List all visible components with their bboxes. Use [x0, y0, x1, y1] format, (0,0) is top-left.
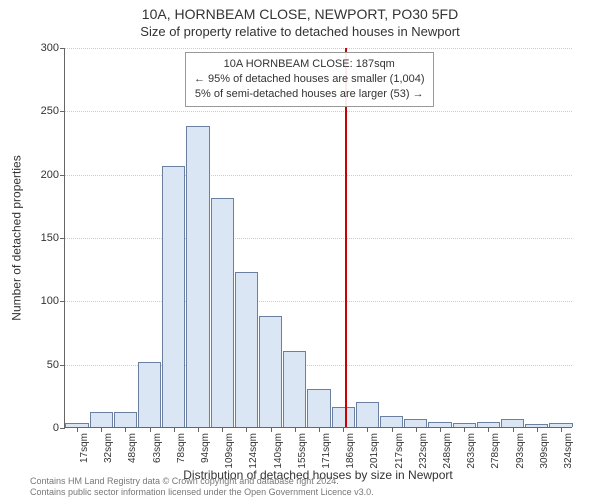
histogram-bar: [259, 316, 282, 427]
x-tick-label: 140sqm: [273, 433, 284, 469]
x-tick-label: 32sqm: [103, 433, 114, 463]
histogram-bar: [90, 412, 113, 427]
gridline: [65, 301, 572, 302]
chart-subtitle: Size of property relative to detached ho…: [0, 24, 600, 39]
x-tick-label: 78sqm: [176, 433, 187, 463]
y-tick-label: 0: [53, 422, 65, 434]
x-tick-label: 124sqm: [248, 433, 259, 469]
histogram-bar: [235, 272, 258, 427]
x-tick: [513, 427, 514, 432]
x-tick-label: 232sqm: [418, 433, 429, 469]
x-tick-label: 186sqm: [345, 433, 356, 469]
annotation-line: 10A HORNBEAM CLOSE: 187sqm: [194, 57, 425, 72]
histogram-bar: [356, 402, 379, 427]
histogram-bar: [186, 126, 209, 427]
x-tick: [537, 427, 538, 432]
histogram-bar: [211, 198, 234, 427]
plot-area: 05010015020025030017sqm32sqm48sqm63sqm78…: [64, 48, 572, 428]
x-tick: [271, 427, 272, 432]
y-tick-label: 100: [41, 295, 65, 307]
x-tick-label: 263sqm: [466, 433, 477, 469]
x-tick: [416, 427, 417, 432]
x-tick: [101, 427, 102, 432]
annotation-line: ← 95% of detached houses are smaller (1,…: [194, 72, 425, 87]
x-tick-label: 324sqm: [563, 433, 574, 469]
x-tick-label: 248sqm: [442, 433, 453, 469]
x-tick: [367, 427, 368, 432]
x-tick-label: 94sqm: [200, 433, 211, 463]
histogram-bar: [404, 419, 427, 427]
x-tick: [150, 427, 151, 432]
x-tick: [343, 427, 344, 432]
x-tick: [488, 427, 489, 432]
x-tick-label: 293sqm: [515, 433, 526, 469]
x-tick-label: 63sqm: [152, 433, 163, 463]
y-axis-label: Number of detached properties: [10, 48, 24, 428]
histogram-bar: [380, 416, 403, 427]
x-tick: [246, 427, 247, 432]
x-tick-label: 17sqm: [79, 433, 90, 463]
histogram-bar: [162, 166, 185, 427]
annotation-line: 5% of semi-detached houses are larger (5…: [194, 87, 425, 102]
x-tick-label: 155sqm: [297, 433, 308, 469]
x-tick: [464, 427, 465, 432]
y-tick-label: 250: [41, 105, 65, 117]
x-tick: [77, 427, 78, 432]
annotation-box: 10A HORNBEAM CLOSE: 187sqm← 95% of detac…: [185, 52, 434, 107]
histogram-bar: [283, 351, 306, 427]
x-tick: [561, 427, 562, 432]
histogram-bar: [332, 407, 355, 427]
x-tick: [392, 427, 393, 432]
x-tick-label: 217sqm: [394, 433, 405, 469]
gridline: [65, 48, 572, 49]
gridline: [65, 238, 572, 239]
x-tick: [174, 427, 175, 432]
x-tick-label: 201sqm: [369, 433, 380, 469]
x-tick-label: 278sqm: [490, 433, 501, 469]
y-tick-label: 50: [47, 359, 65, 371]
x-tick: [198, 427, 199, 432]
footer-attribution: Contains HM Land Registry data © Crown c…: [30, 476, 374, 498]
property-size-chart: 10A, HORNBEAM CLOSE, NEWPORT, PO30 5FD S…: [0, 0, 600, 500]
x-tick-label: 109sqm: [224, 433, 235, 469]
histogram-bar: [138, 362, 161, 427]
histogram-bar: [114, 412, 137, 427]
y-tick-label: 150: [41, 232, 65, 244]
x-tick: [319, 427, 320, 432]
histogram-bar: [307, 389, 330, 427]
x-tick: [222, 427, 223, 432]
histogram-bar: [501, 419, 524, 427]
gridline: [65, 175, 572, 176]
x-tick-label: 171sqm: [321, 433, 332, 469]
gridline: [65, 111, 572, 112]
chart-title: 10A, HORNBEAM CLOSE, NEWPORT, PO30 5FD: [0, 6, 600, 22]
x-tick: [295, 427, 296, 432]
y-tick-label: 300: [41, 42, 65, 54]
y-tick-label: 200: [41, 169, 65, 181]
x-tick-label: 48sqm: [127, 433, 138, 463]
x-tick: [125, 427, 126, 432]
x-tick-label: 309sqm: [539, 433, 550, 469]
x-tick: [440, 427, 441, 432]
